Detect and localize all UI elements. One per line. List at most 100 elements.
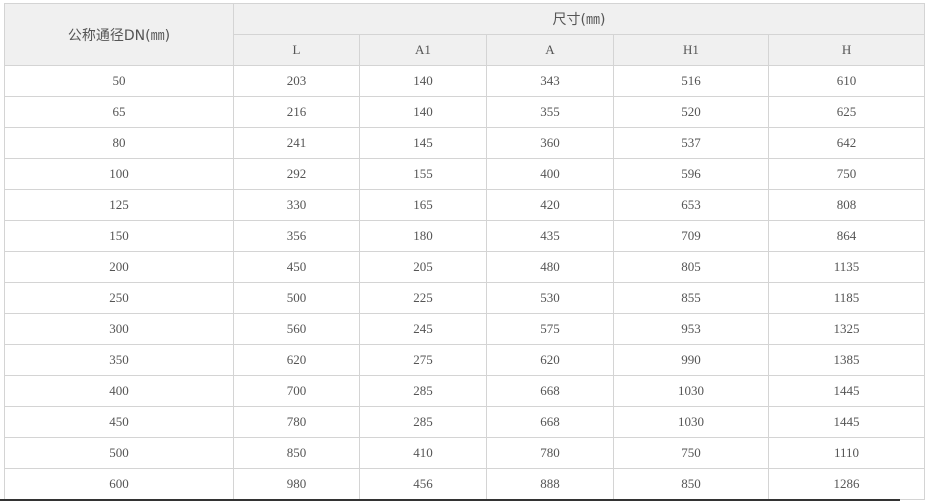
cell-l: 450: [233, 251, 360, 283]
cell-l: 560: [233, 313, 360, 345]
cell-h: 642: [767, 127, 926, 159]
table-body: 50 203 140 343 516 610 65 216 140 355 520 625 80 241 1…: [4, 65, 926, 500]
cell-h1: 596: [613, 158, 769, 190]
cell-l: 203: [233, 65, 360, 97]
column-header-a: A: [486, 34, 614, 66]
cell-l: 700: [233, 375, 360, 407]
cell-h1: 850: [613, 468, 769, 500]
cell-a1: 245: [359, 313, 487, 345]
cell-l: 292: [233, 158, 360, 190]
dn-cell: 100: [4, 158, 234, 190]
table-row: 125 330 165 420 653 808: [4, 189, 926, 221]
cell-h1: 537: [613, 127, 769, 159]
table-row: 100 292 155 400 596 750: [4, 158, 926, 190]
cell-h1: 1030: [613, 375, 769, 407]
cell-l: 330: [233, 189, 360, 221]
column-header-a1: A1: [359, 34, 487, 66]
cell-l: 241: [233, 127, 360, 159]
cell-h1: 520: [613, 96, 769, 128]
table-row: 400 700 285 668 1030 1445: [4, 375, 926, 407]
cell-a: 435: [486, 220, 614, 252]
cell-l: 780: [233, 406, 360, 438]
cell-h1: 990: [613, 344, 769, 376]
cell-h: 1445: [767, 375, 926, 407]
dn-cell: 150: [4, 220, 234, 252]
cell-h1: 1030: [613, 406, 769, 438]
cell-l: 620: [233, 344, 360, 376]
cell-h1: 653: [613, 189, 769, 221]
table-row: 250 500 225 530 855 1185: [4, 282, 926, 314]
column-header-h1: H1: [613, 34, 769, 66]
cell-a1: 456: [359, 468, 487, 500]
table-row: 300 560 245 575 953 1325: [4, 313, 926, 345]
cell-h: 610: [767, 65, 926, 97]
table-row: 50 203 140 343 516 610: [4, 65, 926, 97]
cell-h1: 805: [613, 251, 769, 283]
dn-cell: 125: [4, 189, 234, 221]
cell-a1: 410: [359, 437, 487, 469]
cell-h1: 709: [613, 220, 769, 252]
cell-a1: 140: [359, 96, 487, 128]
cell-h: 625: [767, 96, 926, 128]
cell-h: 1445: [767, 406, 926, 438]
cell-a1: 205: [359, 251, 487, 283]
cell-a: 530: [486, 282, 614, 314]
cell-a: 400: [486, 158, 614, 190]
table-row: 450 780 285 668 1030 1445: [4, 406, 926, 438]
dn-cell: 600: [4, 468, 234, 500]
cell-a1: 140: [359, 65, 487, 97]
dn-cell: 65: [4, 96, 234, 128]
dn-cell: 50: [4, 65, 234, 97]
cell-h: 808: [767, 189, 926, 221]
cell-h1: 953: [613, 313, 769, 345]
cell-h: 1385: [767, 344, 926, 376]
cell-h1: 855: [613, 282, 769, 314]
cell-h: 1135: [767, 251, 926, 283]
cell-a1: 145: [359, 127, 487, 159]
dn-cell: 250: [4, 282, 234, 314]
cell-a1: 165: [359, 189, 487, 221]
cell-a: 780: [486, 437, 614, 469]
cell-h: 1286: [767, 468, 926, 500]
cell-h1: 750: [613, 437, 769, 469]
cell-a1: 155: [359, 158, 487, 190]
table-row: 500 850 410 780 750 1110: [4, 437, 926, 469]
table-row: 350 620 275 620 990 1385: [4, 344, 926, 376]
cell-a: 355: [486, 96, 614, 128]
dn-cell: 400: [4, 375, 234, 407]
cell-l: 216: [233, 96, 360, 128]
dimensions-table: 公称通径DN(㎜) 尺寸(㎜) L A1 A H1 H 50 203 140 343 516 61…: [4, 3, 926, 500]
cell-a: 420: [486, 189, 614, 221]
dimensions-group-header: 尺寸(㎜): [232, 3, 926, 35]
table-row: 200 450 205 480 805 1135: [4, 251, 926, 283]
scrollbar[interactable]: [0, 499, 900, 501]
table-row: 65 216 140 355 520 625: [4, 96, 926, 128]
column-header-h: H: [767, 34, 926, 66]
table-header: 公称通径DN(㎜) 尺寸(㎜) L A1 A H1 H: [4, 3, 926, 66]
dn-cell: 350: [4, 344, 234, 376]
table-row: 80 241 145 360 537 642: [4, 127, 926, 159]
cell-h: 1110: [767, 437, 926, 469]
cell-h: 1185: [767, 282, 926, 314]
dn-header: 公称通径DN(㎜): [4, 3, 234, 66]
cell-a: 620: [486, 344, 614, 376]
cell-a1: 225: [359, 282, 487, 314]
dn-cell: 80: [4, 127, 234, 159]
cell-h1: 516: [613, 65, 769, 97]
cell-a: 888: [486, 468, 614, 500]
cell-a1: 285: [359, 375, 487, 407]
cell-l: 850: [233, 437, 360, 469]
cell-l: 980: [233, 468, 360, 500]
dn-cell: 300: [4, 313, 234, 345]
cell-a: 575: [486, 313, 614, 345]
cell-h: 1325: [767, 313, 926, 345]
table-row: 600 980 456 888 850 1286: [4, 468, 926, 500]
dn-cell: 450: [4, 406, 234, 438]
cell-h: 864: [767, 220, 926, 252]
dn-cell: 200: [4, 251, 234, 283]
cell-l: 500: [233, 282, 360, 314]
cell-a: 343: [486, 65, 614, 97]
column-header-l: L: [233, 34, 360, 66]
cell-l: 356: [233, 220, 360, 252]
dn-cell: 500: [4, 437, 234, 469]
